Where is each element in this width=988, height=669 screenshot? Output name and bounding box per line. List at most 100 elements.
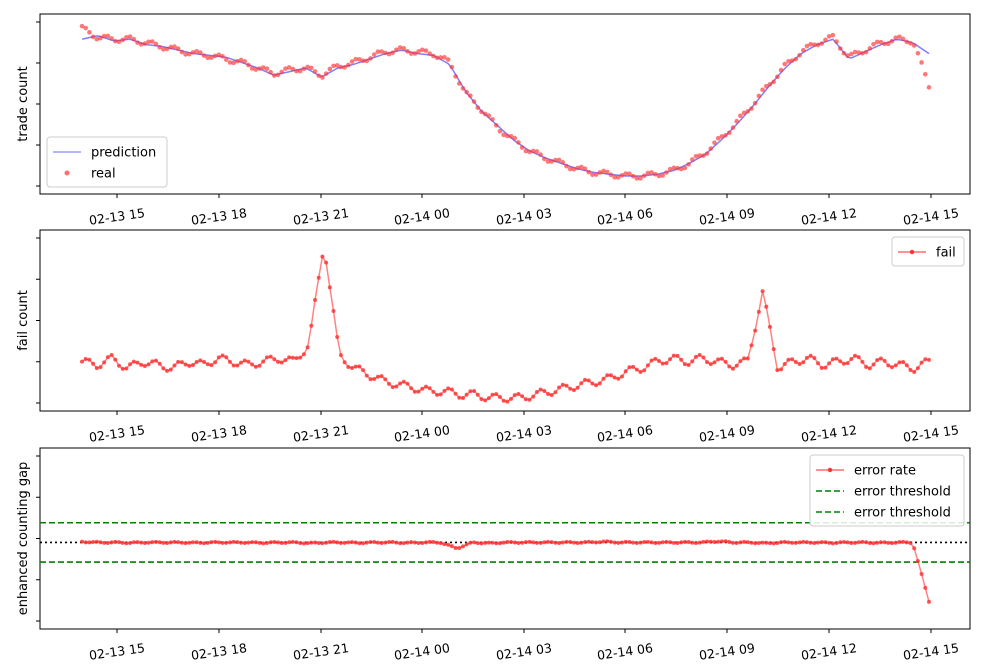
- data-point: [501, 540, 506, 545]
- data-point: [760, 540, 765, 545]
- data-point: [409, 386, 414, 391]
- data-point: [756, 541, 761, 546]
- data-point: [483, 398, 488, 403]
- data-point: [150, 359, 155, 364]
- data-point: [313, 540, 318, 545]
- data-point: [216, 355, 221, 360]
- x-tick-label: 02-14 00: [393, 640, 451, 663]
- data-point: [560, 160, 566, 165]
- data-point: [353, 56, 359, 62]
- data-point: [915, 559, 920, 564]
- data-point: [327, 285, 332, 290]
- data-point: [446, 386, 451, 391]
- data-point: [775, 368, 780, 373]
- data-point: [227, 60, 233, 65]
- data-point: [405, 540, 410, 545]
- data-point: [819, 41, 825, 46]
- data-point: [493, 123, 499, 128]
- data-point: [605, 539, 610, 544]
- data-point: [416, 541, 421, 546]
- data-point: [564, 539, 569, 544]
- data-point: [382, 50, 388, 56]
- data-point: [483, 540, 488, 545]
- data-point: [235, 58, 240, 64]
- data-point: [442, 542, 447, 547]
- data-point: [364, 58, 370, 64]
- data-point: [849, 356, 854, 361]
- data-point: [593, 172, 599, 177]
- data-point: [398, 381, 403, 386]
- data-point: [135, 540, 140, 545]
- data-point: [449, 387, 454, 392]
- data-point: [656, 173, 662, 179]
- data-point: [556, 157, 562, 163]
- data-point: [749, 343, 754, 348]
- data-point: [213, 539, 218, 544]
- data-point: [205, 540, 210, 545]
- data-point: [571, 540, 576, 545]
- data-point: [357, 364, 362, 369]
- data-point: [435, 540, 440, 545]
- data-point: [102, 360, 107, 365]
- data-point: [767, 324, 772, 329]
- data-point: [819, 540, 824, 545]
- data-point: [760, 289, 765, 294]
- data-point: [135, 40, 140, 45]
- data-point: [261, 359, 266, 364]
- data-point: [172, 363, 177, 368]
- data-point: [682, 165, 688, 171]
- data-point: [220, 540, 225, 545]
- data-point: [116, 540, 121, 545]
- data-point: [886, 540, 891, 545]
- data-point: [94, 539, 99, 544]
- data-point: [183, 52, 188, 57]
- data-point: [679, 357, 684, 362]
- data-point: [105, 540, 110, 545]
- data-point: [434, 55, 440, 61]
- data-point: [264, 540, 269, 545]
- data-point: [594, 540, 599, 545]
- x-tick-label: 02-13 18: [190, 422, 248, 445]
- data-point: [549, 393, 554, 398]
- data-point: [98, 35, 103, 41]
- data-point: [742, 356, 747, 361]
- data-point: [923, 585, 928, 590]
- data-point: [157, 45, 162, 50]
- data-point: [408, 51, 414, 56]
- data-point: [309, 65, 314, 71]
- data-point: [368, 540, 373, 545]
- data-point: [187, 363, 192, 368]
- data-point: [509, 396, 514, 401]
- data-point: [120, 366, 125, 371]
- data-point: [542, 156, 547, 162]
- data-point: [323, 71, 329, 76]
- plot-frame: [39, 229, 971, 412]
- data-point: [875, 358, 880, 363]
- data-point: [756, 93, 762, 99]
- data-point: [927, 357, 931, 362]
- data-point: [183, 362, 188, 367]
- data-point: [349, 59, 355, 64]
- data-point: [579, 540, 584, 545]
- data-point: [353, 364, 358, 369]
- data-point: [690, 540, 695, 545]
- data-point: [153, 358, 158, 363]
- data-point: [742, 539, 747, 544]
- data-point: [80, 359, 84, 364]
- data-point: [597, 381, 602, 386]
- data-point: [693, 541, 698, 546]
- data-point: [853, 540, 858, 545]
- data-point: [660, 540, 665, 545]
- data-point: [616, 175, 621, 180]
- data-point: [257, 363, 262, 368]
- x-tick-label: 02-14 00: [393, 205, 451, 228]
- data-point: [331, 63, 336, 69]
- data-point: [298, 541, 303, 546]
- data-point: [287, 540, 292, 545]
- data-point: [612, 540, 617, 545]
- data-point: [423, 384, 428, 389]
- legend-label: error rate: [854, 464, 916, 479]
- data-point: [886, 41, 891, 47]
- data-point: [405, 49, 410, 54]
- data-point: [553, 157, 558, 163]
